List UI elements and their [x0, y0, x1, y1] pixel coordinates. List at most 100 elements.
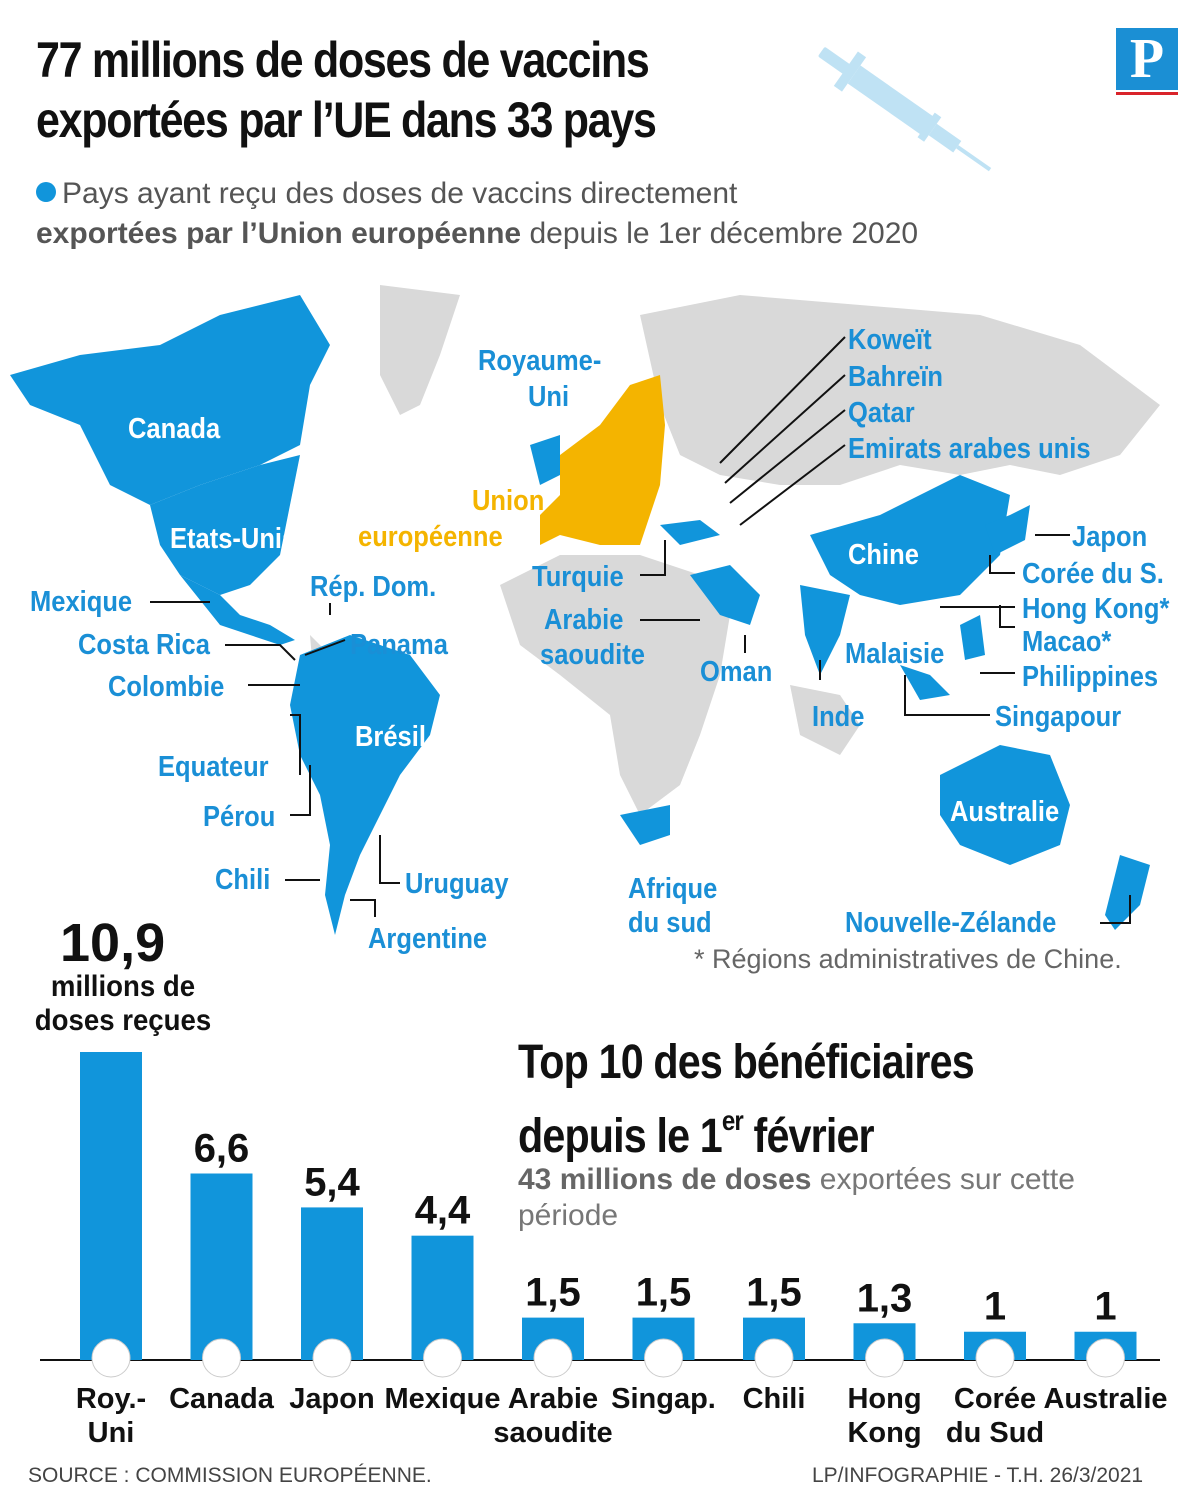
category-label-4-0: Arabie: [508, 1383, 598, 1415]
label-costa-rica: Costa Rica: [78, 629, 210, 661]
value-label-8: 1: [984, 1285, 1006, 1329]
label-singapour: Singapour: [995, 701, 1122, 733]
label-malaisie: Malaisie: [845, 638, 945, 670]
category-label-5-0: Singap.: [611, 1383, 716, 1415]
credit: LP/INFOGRAPHIE - T.H. 26/3/2021: [812, 1464, 1144, 1487]
top10-sub-rest: exportées sur cette période: [518, 1163, 1075, 1232]
top10-title-line2-end: février: [742, 1110, 875, 1163]
bar-0: [80, 1052, 142, 1360]
category-label-8-1: du Sud: [946, 1417, 1044, 1449]
singapore-flag-icon: [644, 1338, 683, 1378]
value-label-6: 1,5: [746, 1271, 802, 1315]
label-bresil: Brésil: [355, 721, 426, 753]
label-perou: Pérou: [203, 801, 276, 833]
label-arabie: Arabie: [544, 604, 624, 636]
label-union: Union: [472, 485, 545, 517]
category-label-7-0: Hong: [847, 1383, 921, 1415]
bar-chart: Roy.-Uni 6,6 Canada 5,4 Japon 4,4 Mexique 1,5 Ar…: [40, 1052, 1168, 1449]
value-label-3: 4,4: [415, 1189, 471, 1233]
hongkong-flag-icon: [865, 1338, 904, 1378]
canada-flag-icon: [202, 1338, 241, 1378]
saudi-flag-icon: [533, 1338, 573, 1378]
top10-title-sup: er: [721, 1105, 744, 1136]
southkorea-flag-icon: [975, 1338, 1015, 1378]
label-nouvelle-zelande: Nouvelle-Zélande: [845, 907, 1057, 939]
label-etats-unis: Etats-Unis: [170, 523, 297, 555]
value-label-7: 1,3: [857, 1276, 913, 1320]
page-title: 77 millions de doses de vaccins exportée…: [36, 32, 657, 148]
category-label-4-1: saoudite: [493, 1417, 612, 1449]
top10-sub-bold: 43 millions de doses: [518, 1163, 812, 1196]
label-oman: Oman: [700, 656, 773, 688]
value-label-9: 1: [1094, 1285, 1116, 1329]
label-qatar: Qatar: [848, 397, 915, 429]
bar-2: [301, 1207, 363, 1360]
uk-flag-icon: [91, 1338, 131, 1378]
category-label-8-0: Corée: [954, 1383, 1036, 1415]
label-philippines: Philippines: [1022, 661, 1159, 693]
recipient-countries: [10, 295, 1150, 935]
label-inde: Inde: [812, 701, 865, 733]
value-label-4: 1,5: [525, 1271, 581, 1315]
top10-title-line2: depuis le 1: [518, 1110, 723, 1163]
bar-1: [190, 1173, 253, 1360]
label-chili: Chili: [215, 864, 271, 896]
label-uruguay: Uruguay: [405, 868, 509, 900]
category-label-6-0: Chili: [743, 1383, 806, 1415]
logo: P: [1116, 28, 1178, 90]
label-royaume-uni-2: Uni: [528, 381, 570, 413]
subtitle: Pays ayant reçu des doses de vaccins dir…: [36, 174, 1156, 254]
label-panama: Panama: [350, 629, 448, 661]
top10-title: Top 10 des bénéficiaires depuis le 1er f…: [518, 1034, 1068, 1166]
category-label-0-1: Uni: [88, 1417, 135, 1449]
australia-flag-icon: [1086, 1338, 1125, 1378]
label-colombie: Colombie: [108, 671, 225, 703]
chile-flag-icon: [754, 1338, 794, 1378]
other-countries: [310, 285, 1160, 815]
label-afrique: Afrique: [628, 873, 718, 905]
category-label-1-0: Canada: [169, 1383, 275, 1415]
top-value-label: 10,9: [60, 913, 166, 973]
blue-dot-icon: [36, 182, 56, 202]
category-label-7-1: Kong: [847, 1417, 921, 1449]
label-du-sud: du sud: [628, 907, 712, 939]
label-mexique: Mexique: [30, 586, 133, 618]
world-map: [10, 285, 1160, 935]
category-label-3-0: Mexique: [384, 1383, 500, 1415]
label-coree: Corée du S.: [1022, 558, 1164, 590]
label-equateur: Equateur: [158, 751, 269, 783]
japan-flag-icon: [312, 1338, 352, 1378]
subtitle-bold: exportées par l’Union européenne: [36, 217, 522, 250]
label-europeenne: européenne: [358, 521, 503, 553]
category-label-2-0: Japon: [289, 1383, 374, 1415]
top10-subtitle: 43 millions de doses exportées sur cette…: [518, 1162, 1078, 1234]
label-emirats: Emirats arabes unis: [848, 433, 1091, 465]
subtitle-line1: Pays ayant reçu des doses de vaccins dir…: [62, 177, 738, 210]
category-label-9-0: Australie: [1043, 1383, 1167, 1415]
logo-underline: [1116, 92, 1178, 95]
syringe-icon: [818, 47, 992, 172]
label-hong-kong: Hong Kong*: [1022, 593, 1170, 625]
top10-title-line1: Top 10 des bénéficiaires: [518, 1036, 975, 1089]
value-label-2: 5,4: [304, 1160, 360, 1204]
source: SOURCE : COMMISSION EUROPÉENNE.: [28, 1464, 432, 1487]
value-label-1: 6,6: [194, 1127, 250, 1171]
label-bahrein: Bahreïn: [848, 361, 944, 393]
label-canada: Canada: [128, 413, 221, 445]
map-footnote: * Régions administratives de Chine.: [694, 944, 1122, 974]
label-turquie: Turquie: [532, 561, 624, 593]
label-japon: Japon: [1072, 521, 1148, 553]
label-koweit: Koweït: [848, 324, 932, 356]
eu-countries: [540, 375, 665, 545]
label-macao: Macao*: [1022, 626, 1112, 658]
label-royaume-uni-1: Royaume-: [478, 345, 602, 377]
leader-lines: [150, 336, 1131, 924]
label-argentine: Argentine: [368, 923, 488, 955]
label-australie: Australie: [950, 796, 1060, 828]
category-label-0-0: Roy.-: [76, 1383, 146, 1415]
label-saoudite: saoudite: [540, 639, 645, 671]
subtitle-date: depuis le 1er décembre 2020: [529, 217, 919, 250]
label-rep-dom: Rép. Dom.: [310, 571, 437, 603]
value-label-5: 1,5: [636, 1271, 692, 1315]
mexico-flag-icon: [423, 1338, 462, 1378]
